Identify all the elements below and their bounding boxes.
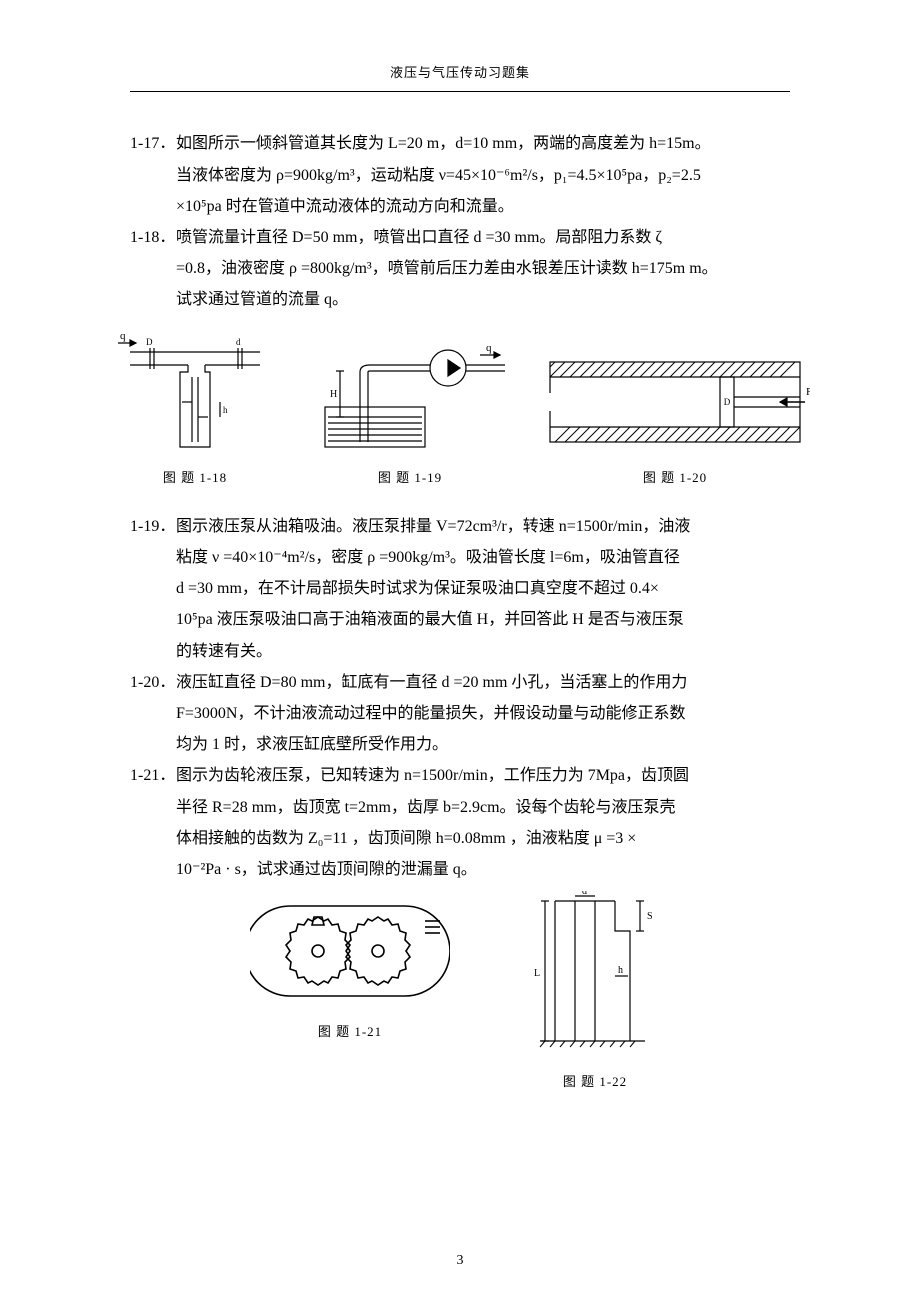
problem-1-17: 1-17．如图所示一倾斜管道其长度为 L=20 m，d=10 mm，两端的高度差… — [130, 128, 790, 222]
figure-1-22-svg: d S L h — [520, 891, 670, 1061]
figure-1-18: q D d h 图 题 1-18 — [110, 327, 280, 490]
label-q: q — [120, 330, 126, 342]
problem-number: 1-19． — [130, 511, 176, 542]
figure-1-20-svg: F D — [540, 347, 810, 457]
page-header: 液压与气压传动习题集 — [130, 60, 790, 92]
problem-text: 液压缸直径 D=80 mm，缸底有一直径 d =20 mm 小孔，当活塞上的作用… — [176, 674, 687, 691]
problem-number: 1-17． — [130, 128, 176, 159]
figure-1-21: 图 题 1-21 — [250, 891, 450, 1044]
problem-text: 图示液压泵从油箱吸油。液压泵排量 V=72cm³/r，转速 n=1500r/mi… — [176, 518, 690, 535]
figure-1-19: H q 图 题 1-19 — [300, 337, 520, 490]
problem-text: 粘度 ν =40×10⁻⁴m²/s，密度 ρ =900kg/m³。吸油管长度 l… — [130, 542, 790, 573]
problem-1-19: 1-19．图示液压泵从油箱吸油。液压泵排量 V=72cm³/r，转速 n=150… — [130, 511, 790, 667]
problem-1-20: 1-20．液压缸直径 D=80 mm，缸底有一直径 d =20 mm 小孔，当活… — [130, 667, 790, 761]
label-d-cap: D — [724, 397, 731, 407]
page: 液压与气压传动习题集 1-17．如图所示一倾斜管道其长度为 L=20 m，d=1… — [0, 0, 920, 1302]
problem-text: 均为 1 时，求液压缸底壁所受作用力。 — [130, 729, 790, 760]
figure-1-18-svg: q D d h — [110, 327, 280, 457]
problem-text: =0.8，油液密度 ρ =800kg/m³，喷管前后压力差由水银差压计读数 h=… — [130, 253, 790, 284]
figure-caption: 图 题 1-19 — [300, 465, 520, 490]
problem-number: 1-21． — [130, 760, 176, 791]
figure-caption: 图 题 1-22 — [520, 1069, 670, 1094]
problem-number: 1-18． — [130, 222, 176, 253]
problem-text: 半径 R=28 mm，齿顶宽 t=2mm，齿厚 b=2.9cm。设每个齿轮与液压… — [130, 792, 790, 823]
problem-text: 10⁵pa 液压泵吸油口高于油箱液面的最大值 H，并回答此 H 是否与液压泵 — [130, 604, 790, 635]
label-d-up: D — [146, 337, 153, 347]
label-h: h — [618, 965, 623, 976]
label-h-cap: H — [330, 389, 337, 400]
figure-1-19-svg: H q — [300, 337, 520, 457]
problem-text: 当液体密度为 ρ=900kg/m³，运动粘度 ν=45×10⁻⁶m²/s，p₁=… — [130, 160, 790, 191]
figure-row-top: q D d h 图 题 1-18 — [110, 327, 810, 490]
figure-1-21-svg — [250, 891, 450, 1011]
problem-number: 1-20． — [130, 667, 176, 698]
problem-text: ×10⁵pa 时在管道中流动液体的流动方向和流量。 — [130, 191, 790, 222]
figure-1-20: F D 图 题 1-20 — [540, 347, 810, 490]
problem-text: F=3000N，不计油液流动过程中的能量损失，并假设动量与动能修正系数 — [130, 698, 790, 729]
problem-text: 喷管流量计直径 D=50 mm，喷管出口直径 d =30 mm。局部阻力系数 ζ — [176, 229, 662, 246]
label-f: F — [806, 386, 810, 398]
label-l: L — [534, 968, 540, 979]
label-s: S — [647, 911, 653, 922]
figure-caption: 图 题 1-21 — [250, 1019, 450, 1044]
problem-text: 图示为齿轮液压泵，已知转速为 n=1500r/min，工作压力为 7Mpa，齿顶… — [176, 767, 689, 784]
label-d: d — [582, 891, 587, 897]
figure-row-bottom: 图 题 1-21 — [130, 891, 790, 1094]
problem-text: 试求通过管道的流量 q。 — [130, 284, 790, 315]
problem-1-21: 1-21．图示为齿轮液压泵，已知转速为 n=1500r/min，工作压力为 7M… — [130, 760, 790, 885]
problem-text: 体相接触的齿数为 Z₀=11 ，齿顶间隙 h=0.08mm ，油液粘度 μ =3… — [130, 823, 790, 854]
label-d-small: d — [236, 337, 241, 347]
problem-text: 如图所示一倾斜管道其长度为 L=20 m，d=10 mm，两端的高度差为 h=1… — [176, 135, 711, 152]
problem-text: 的转速有关。 — [130, 636, 790, 667]
problem-1-18: 1-18．喷管流量计直径 D=50 mm，喷管出口直径 d =30 mm。局部阻… — [130, 222, 790, 316]
label-h: h — [223, 405, 228, 415]
page-number: 3 — [0, 1247, 920, 1274]
figure-caption: 图 题 1-20 — [540, 465, 810, 490]
problem-text: d =30 mm，在不计局部损失时试求为保证泵吸油口真空度不超过 0.4× — [130, 573, 790, 604]
label-q: q — [486, 342, 492, 354]
problem-text: 10⁻²Pa · s，试求通过齿顶间隙的泄漏量 q。 — [130, 854, 790, 885]
figure-caption: 图 题 1-18 — [110, 465, 280, 490]
figure-1-22: d S L h 图 题 1-22 — [520, 891, 670, 1094]
